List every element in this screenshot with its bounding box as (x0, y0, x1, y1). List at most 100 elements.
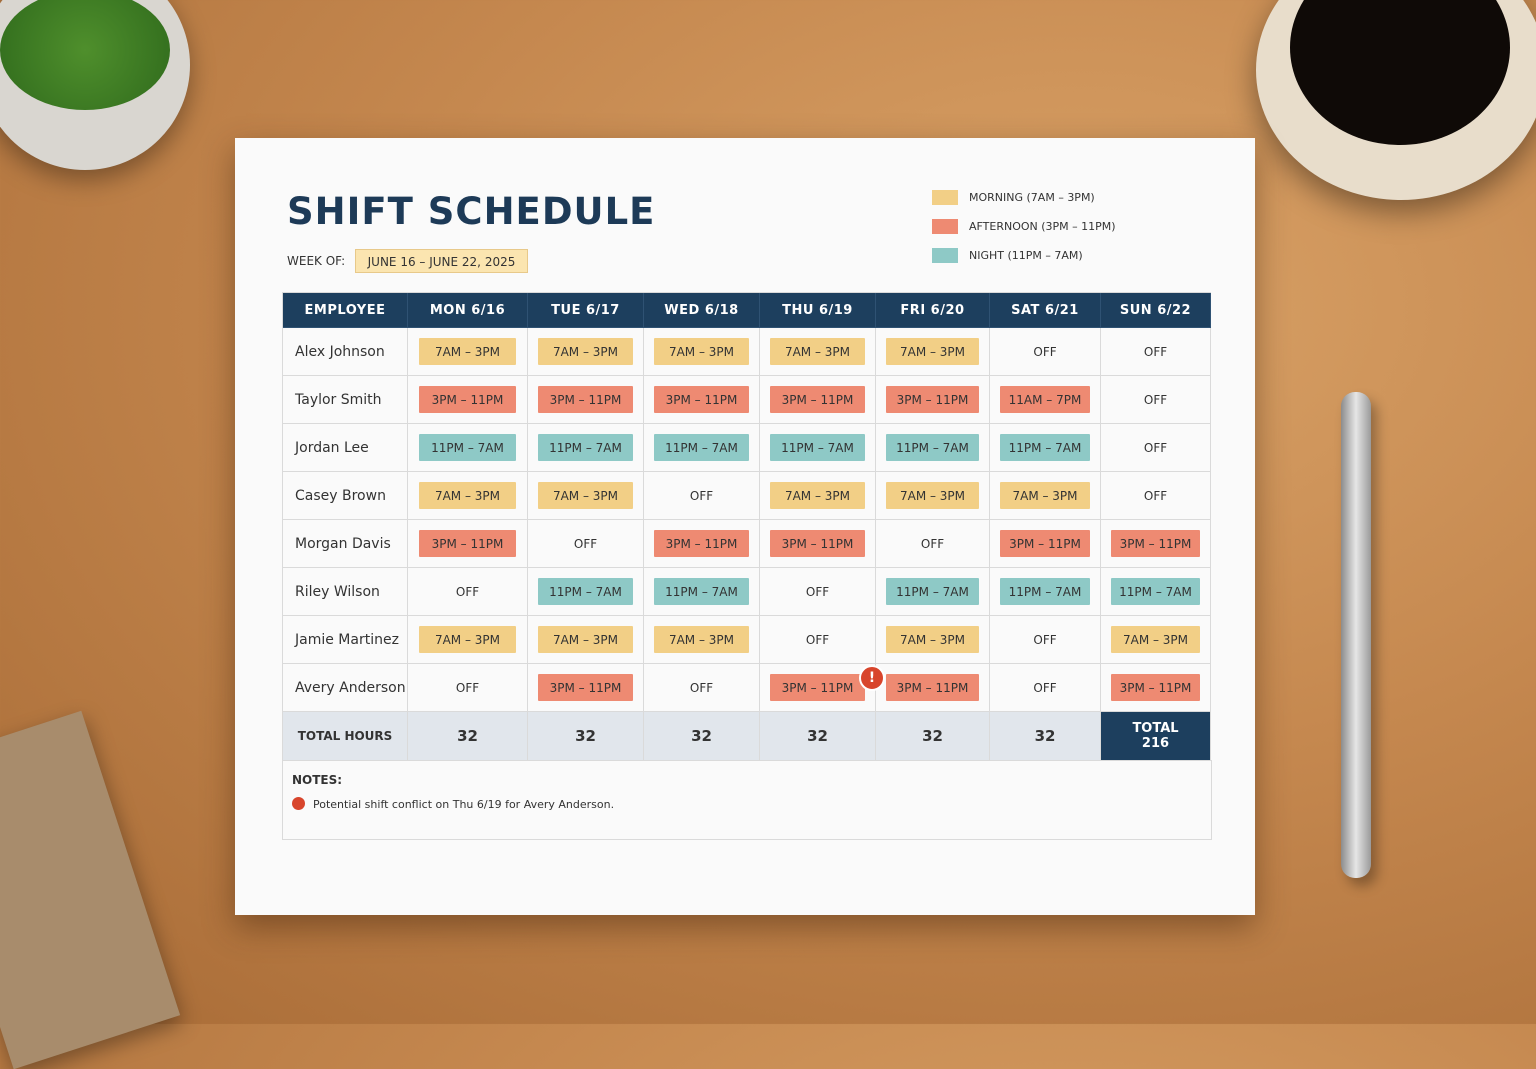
shift-pill: 7AM – 3PM (770, 482, 865, 509)
employee-name: Jamie Martinez (283, 616, 408, 664)
shift-pill: 7AM – 3PM (538, 482, 633, 509)
legend-swatch (932, 190, 958, 205)
shift-pill: 7AM – 3PM (654, 338, 749, 365)
shift-cell: 11AM – 7PM (990, 376, 1101, 424)
shift-pill: 11PM – 7AM (654, 434, 749, 461)
shift-cell: 11PM – 7AM (408, 424, 528, 472)
shift-pill: 7AM – 3PM (538, 626, 633, 653)
shift-cell: 7AM – 3PM (644, 328, 760, 376)
shift-cell: 7AM – 3PM (644, 616, 760, 664)
notebook (0, 710, 181, 1069)
shift-cell: 11PM – 7AM (528, 424, 644, 472)
employee-name: Riley Wilson (283, 568, 408, 616)
employee-name: Taylor Smith (283, 376, 408, 424)
shift-cell: 7AM – 3PM (528, 472, 644, 520)
note-icon (292, 797, 305, 810)
column-header: SUN 6/22 (1101, 293, 1211, 328)
shift-pill: 7AM – 3PM (538, 338, 633, 365)
total-hours: 32 (990, 712, 1101, 761)
legend-swatch (932, 219, 958, 234)
shift-pill: 11PM – 7AM (999, 434, 1091, 461)
total-hours: 32 (876, 712, 990, 761)
shift-cell: 11PM – 7AM (644, 568, 760, 616)
note-text: Potential shift conflict on Thu 6/19 for… (313, 798, 615, 811)
shift-cell: 3PM – 11PM (760, 376, 876, 424)
shift-cell: 7AM – 3PM (528, 328, 644, 376)
column-header: MON 6/16 (408, 293, 528, 328)
shift-pill: 7AM – 3PM (886, 338, 979, 365)
shift-pill: 3PM – 11PM (770, 530, 865, 557)
shift-pill: 11PM – 7AM (418, 434, 517, 461)
shift-cell: OFF (990, 616, 1101, 664)
employee-name: Avery Anderson (283, 664, 408, 712)
shift-cell: 11PM – 7AM (876, 568, 990, 616)
plant-leaves (0, 0, 170, 110)
shift-cell: 3PM – 11PM (644, 376, 760, 424)
shift-pill: 3PM – 11PM (886, 386, 979, 413)
shift-cell: 3PM – 11PM (1101, 520, 1211, 568)
shift-cell: 7AM – 3PM (760, 328, 876, 376)
shift-cell: 3PM – 11PM (990, 520, 1101, 568)
shift-cell: OFF (1101, 328, 1211, 376)
shift-pill: 7AM – 3PM (418, 482, 517, 509)
shift-cell: 3PM – 11PM (644, 520, 760, 568)
shift-pill: 7AM – 3PM (770, 338, 865, 365)
column-header: FRI 6/20 (876, 293, 990, 328)
shift-cell: 7AM – 3PM (408, 616, 528, 664)
shift-cell: 3PM – 11PM (408, 376, 528, 424)
shift-cell: OFF (528, 520, 644, 568)
legend-swatch (932, 248, 958, 263)
schedule-table: EMPLOYEE MON 6/16 TUE 6/17 WED 6/18 THU 6/19… (282, 292, 1211, 761)
schedule-sheet: SHIFT SCHEDULE WEEK OF: JUNE 16 – JUNE 2… (235, 138, 1255, 915)
shift-cell: OFF (644, 664, 760, 712)
shift-pill: 3PM – 11PM (654, 530, 749, 557)
shift-cell: OFF (876, 520, 990, 568)
total-hours: 32 (408, 712, 528, 761)
pen (1341, 392, 1371, 878)
shift-pill: 7AM – 3PM (1110, 626, 1201, 653)
employee-name: Morgan Davis (283, 520, 408, 568)
shift-cell: 7AM – 3PM (760, 472, 876, 520)
shift-cell: 3PM – 11PM (760, 520, 876, 568)
shift-cell: 7AM – 3PM (408, 472, 528, 520)
shift-cell: 3PM – 11PM (528, 376, 644, 424)
shift-cell: 7AM – 3PM (528, 616, 644, 664)
shift-pill: 11PM – 7AM (1110, 578, 1201, 605)
shift-pill: 11PM – 7AM (538, 578, 633, 605)
grand-total-label: TOTAL (1132, 721, 1179, 736)
grand-total-value: 216 (1141, 736, 1170, 751)
shift-cell: 11PM – 7AM (876, 424, 990, 472)
shift-pill: 3PM – 11PM (1110, 530, 1201, 557)
shift-cell: 7AM – 3PM (408, 328, 528, 376)
title: SHIFT SCHEDULE (287, 190, 656, 233)
shift-cell: 7AM – 3PM (1101, 616, 1211, 664)
legend-label: NIGHT (11PM – 7AM) (969, 249, 1083, 262)
shift-pill: 3PM – 11PM (654, 386, 749, 413)
shift-cell: OFF (1101, 376, 1211, 424)
column-header: TUE 6/17 (528, 293, 644, 328)
shift-pill: 7AM – 3PM (418, 626, 517, 653)
shift-pill: 7AM – 3PM (886, 626, 979, 653)
shift-cell: OFF (408, 664, 528, 712)
shift-cell: OFF (990, 664, 1101, 712)
shift-cell: 11PM – 7AM (528, 568, 644, 616)
shift-cell: 11PM – 7AM (990, 568, 1101, 616)
shift-pill: 3PM – 11PM (418, 386, 517, 413)
shift-pill: 7AM – 3PM (999, 482, 1091, 509)
legend-label: AFTERNOON (3PM – 11PM) (969, 220, 1116, 233)
shift-cell: 3PM – 11PM (760, 664, 876, 712)
shift-pill: 3PM – 11PM (999, 530, 1091, 557)
notes-label: NOTES: (292, 773, 343, 787)
shift-cell: OFF (1101, 472, 1211, 520)
total-hours: 32 (528, 712, 644, 761)
shift-pill: 3PM – 11PM (418, 530, 517, 557)
shift-pill: 3PM – 11PM (1110, 674, 1201, 701)
column-header: THU 6/19 (760, 293, 876, 328)
totals-label: TOTAL HOURS (283, 712, 408, 761)
shift-cell: 11PM – 7AM (1101, 568, 1211, 616)
employee-name: Alex Johnson (283, 328, 408, 376)
shift-pill: 7AM – 3PM (886, 482, 979, 509)
shift-cell: 11PM – 7AM (990, 424, 1101, 472)
column-header: EMPLOYEE (283, 293, 408, 328)
conflict-icon: ! (859, 665, 885, 691)
